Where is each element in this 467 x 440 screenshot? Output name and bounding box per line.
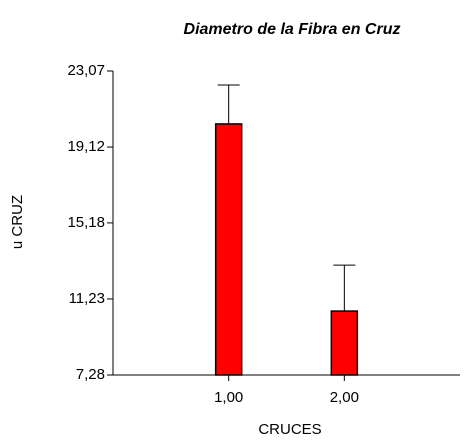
x-tick-label: 2,00 xyxy=(330,389,359,406)
bar xyxy=(214,123,243,376)
y-axis-label: u CRUZ xyxy=(9,195,26,249)
y-tick-label: 15,18 xyxy=(67,214,105,231)
bar xyxy=(330,310,359,376)
x-tick-label: 1,00 xyxy=(214,389,243,406)
y-tick-label: 23,07 xyxy=(67,62,105,79)
x-axis-label: CRUCES xyxy=(258,421,321,438)
y-tick-label: 19,12 xyxy=(67,138,105,155)
y-tick-label: 7,28 xyxy=(76,366,105,383)
y-tick-label: 11,23 xyxy=(69,290,105,307)
chart-title: Diametro de la Fibra en Cruz xyxy=(184,21,401,38)
